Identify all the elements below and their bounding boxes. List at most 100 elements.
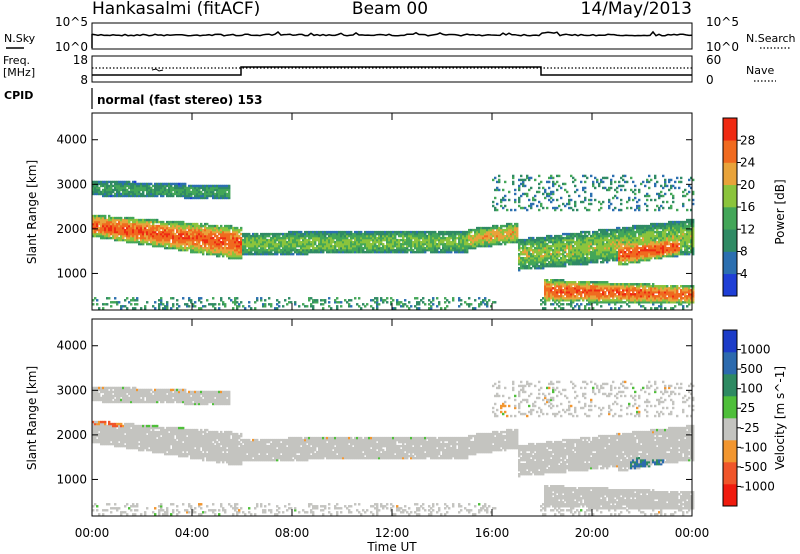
power-cell: [320, 230, 323, 234]
power-cell: [602, 186, 605, 190]
power-cell: [348, 240, 351, 244]
power-cell: [252, 238, 255, 242]
power-cell: [424, 246, 427, 250]
power-cell: [360, 244, 363, 248]
power-cell: [560, 246, 563, 250]
power-cell: [278, 301, 281, 304]
power-cell: [444, 246, 447, 250]
power-cell: [520, 246, 523, 250]
power-cell: [526, 252, 529, 256]
power-cell: [548, 287, 551, 290]
power-cell: [214, 194, 217, 198]
power-cell: [582, 256, 585, 260]
power-cell: [238, 305, 241, 308]
power-cell: [212, 224, 215, 228]
power-cell: [546, 264, 549, 268]
power-cell: [254, 244, 257, 248]
power-cell: [228, 238, 231, 242]
power-cell: [560, 242, 563, 246]
power-cell: [138, 232, 141, 236]
power-cell: [368, 244, 371, 248]
power-cell: [634, 224, 637, 228]
power-cell: [94, 180, 97, 184]
power-cell: [480, 230, 483, 234]
power-cell: [596, 248, 599, 252]
power-cell: [206, 184, 209, 188]
power-cell: [104, 190, 107, 194]
power-cell: [208, 250, 211, 254]
power-cell: [296, 244, 299, 248]
power-cell: [526, 250, 529, 254]
power-cell: [332, 238, 335, 242]
power-cell: [328, 250, 331, 254]
power-cell: [182, 228, 185, 232]
power-cell: [174, 182, 177, 186]
power-cell: [610, 182, 613, 186]
power-cell: [386, 232, 389, 236]
power-cell: [106, 236, 109, 240]
power-cell: [244, 240, 247, 244]
power-cell: [98, 226, 101, 230]
power-cell: [212, 297, 215, 300]
power-cell: [176, 299, 179, 302]
power-cell: [158, 228, 161, 232]
power-cell: [382, 242, 385, 246]
power-cell: [374, 297, 377, 300]
power-cell: [410, 240, 413, 244]
power-cell: [322, 246, 325, 250]
power-cell: [636, 299, 639, 302]
power-cell: [206, 226, 209, 230]
power-cell: [320, 250, 323, 254]
power-cell: [108, 222, 111, 226]
power-cell: [278, 242, 281, 246]
power-cell: [214, 234, 217, 238]
power-cell: [166, 226, 169, 230]
power-cell: [224, 246, 227, 250]
power-cell: [154, 188, 157, 192]
power-cell: [160, 238, 163, 242]
power-cell: [564, 291, 567, 294]
power-cell: [614, 194, 617, 198]
power-cell: [594, 258, 597, 262]
power-cell: [110, 188, 113, 192]
power-cell: [164, 188, 167, 192]
power-cell: [574, 242, 577, 246]
power-cell: [276, 299, 279, 302]
power-cell: [362, 248, 365, 252]
power-cell: [460, 230, 463, 234]
power-cell: [594, 293, 597, 296]
power-cell: [586, 238, 589, 242]
power-cell: [304, 246, 307, 250]
power-cell: [136, 297, 139, 300]
power-cell: [276, 238, 279, 242]
power-cell: [322, 236, 325, 240]
power-cell: [374, 246, 377, 250]
power-cell: [158, 303, 161, 306]
power-cell: [324, 230, 327, 234]
power-cell: [174, 192, 177, 196]
power-cell: [570, 206, 573, 210]
power-cell: [342, 234, 345, 238]
power-cell: [238, 236, 241, 240]
power-cell: [232, 238, 235, 242]
power-cell: [584, 196, 587, 200]
power-cell: [186, 246, 189, 250]
power-cell: [496, 224, 499, 228]
power-cell: [134, 222, 137, 226]
power-cell: [242, 242, 245, 246]
power-cell: [296, 250, 299, 254]
power-cell: [194, 194, 197, 198]
power-cell: [550, 252, 553, 256]
power-cell: [636, 293, 639, 296]
power-cell: [468, 238, 471, 242]
power-cell: [282, 246, 285, 250]
power-cell: [578, 234, 581, 238]
power-cell: [254, 238, 257, 242]
power-cell: [376, 297, 379, 300]
power-cell: [258, 242, 261, 246]
power-cell: [316, 230, 319, 234]
power-cell: [494, 238, 497, 242]
power-cell: [584, 285, 587, 288]
power-cell: [292, 230, 295, 234]
power-cell: [102, 188, 105, 192]
